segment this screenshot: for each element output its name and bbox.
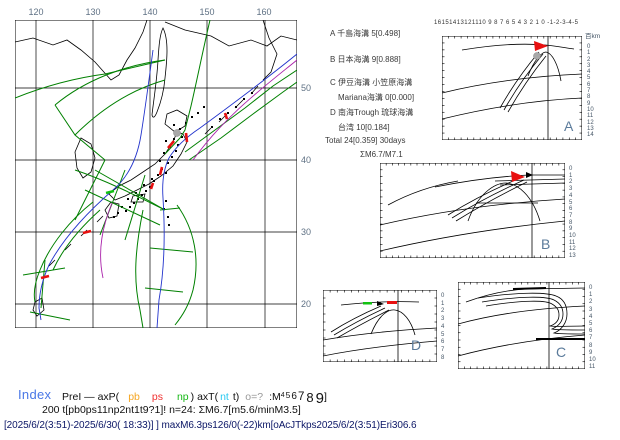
magnitude-4: 4 (280, 392, 285, 399)
formula-line: PreI — axP( pb ps np) axT(nt t) o=? :M4567 8 9] (62, 387, 327, 408)
formula-prefix: PreI — axP( (62, 391, 120, 403)
lat-label-40: 40 (301, 155, 312, 165)
chart-c-cross-section (458, 282, 585, 369)
plate-boundaries (15, 20, 297, 328)
lon-label-120: 120 (28, 7, 44, 17)
pb-term: pb (128, 391, 140, 403)
chart-d-label: D (411, 337, 422, 353)
chart-a-epicenter (533, 52, 541, 60)
magnitude-prefix: :M (269, 391, 281, 403)
lon-label-130: 130 (85, 7, 101, 17)
lon-label-140: 140 (142, 7, 158, 17)
legend-total: Total 24[0.359] 30days (325, 136, 406, 145)
chart-b-cross-section (380, 163, 565, 258)
formula-mid: ) axT( (190, 391, 219, 403)
seismicity-dots (113, 92, 253, 226)
chart-a-depth-unit: 百km (585, 33, 601, 40)
chart-a-label: A (564, 118, 574, 134)
magnitude-9: 9 (315, 390, 324, 407)
lat-label-30: 30 (301, 227, 312, 237)
chart-a-distance-ruler: 16151413121110 9 8 7 6 5 4 3 2 1 0 -1-2-… (434, 20, 579, 26)
chart-a-red-arrow (534, 41, 548, 51)
chart-b-label: B (541, 236, 551, 252)
np-term: np (176, 391, 189, 403)
legend-japan-trench: B 日本海溝 9[0.888] (330, 55, 401, 64)
epicenter-circle (173, 129, 181, 137)
lon-label-150: 150 (199, 7, 215, 17)
chart-c-depth-scale: 0 1 2 3 4 5 6 7 8 9 10 11 (589, 285, 596, 371)
magnitude-5: 5 (285, 390, 291, 400)
o-term: o=? (245, 391, 264, 403)
legend-nankai-trough: D 南海Trough 琉球海溝 (330, 108, 414, 117)
lon-label-160: 160 (256, 7, 272, 17)
legend-kuril-trench: A 千島海溝 5[0.498] (330, 29, 401, 38)
magnitude-7: 7 (297, 391, 305, 403)
map-grid (15, 20, 297, 328)
date-range-line: [2025/6/2(3:51)-2025/6/30( 18:33)] ] max… (4, 420, 417, 431)
legend-taiwan: 台湾 10[0.184] (338, 123, 390, 132)
chart-d-cross-section (323, 290, 437, 362)
trench-lines-purple (100, 59, 297, 279)
chart-d-black-arrow (377, 301, 384, 306)
chart-b-black-arrow (526, 172, 533, 178)
magnitude-8: 8 (306, 389, 314, 405)
chart-a-cross-section (442, 36, 582, 140)
chart-d-green-marker (363, 302, 372, 305)
nt-term: nt (220, 391, 229, 403)
chart-b-red-arrow (511, 171, 525, 182)
chart-d-depth-scale: 0 1 2 3 4 5 6 7 8 (441, 293, 445, 361)
chart-d-red-marker (387, 301, 397, 304)
formula-close-bracket: ] (323, 391, 327, 403)
magnitude-6: 6 (291, 391, 297, 402)
lat-label-50: 50 (301, 83, 312, 93)
legend-sigma-magnitude: ΣM6.7/M7.1 (360, 150, 403, 159)
parameter-line: 200 t[pb0ps11np2nt1t9?1]! n=24: ΣM6.7[m5… (42, 404, 301, 416)
japan-plate-map (15, 20, 297, 328)
chart-b-depth-scale: 0 1 2 3 4 5 6 7 8 9 10 11 12 13 (569, 166, 576, 260)
t-term: t) (232, 391, 240, 403)
coastlines (15, 20, 297, 317)
lat-label-20: 20 (301, 299, 312, 309)
legend-izu-trench: C 伊豆海溝 小笠原海溝 (330, 78, 413, 87)
green-marker (105, 189, 115, 195)
legend-mariana-trench: Mariana海溝 0[0.000] (338, 93, 415, 102)
ps-term: ps (151, 391, 163, 403)
chart-c-label: C (556, 344, 567, 360)
chart-a-depth-scale: 0 1 2 3 4 5 6 7 8 9 10 11 12 13 14 (587, 44, 594, 139)
index-link[interactable]: Index (18, 387, 52, 402)
event-markers (40, 112, 229, 280)
